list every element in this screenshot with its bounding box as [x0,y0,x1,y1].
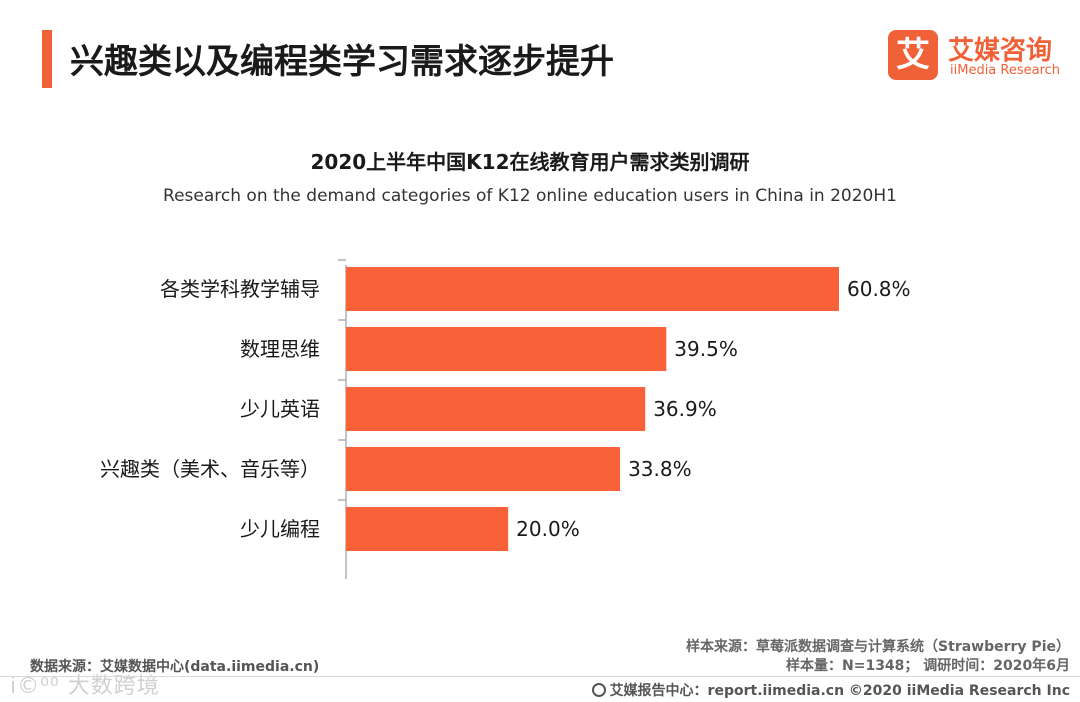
category-label: 兴趣类（美术、音乐等） [100,457,320,481]
page-title: 兴趣类以及编程类学习需求逐步提升 [70,42,614,82]
title-accent-bar [42,30,52,88]
iimedia-logo: 艾 艾媒咨询 iiMedia Research [888,30,1063,82]
bar [346,327,667,371]
report-center: 艾媒报告中心：report.iimedia.cn ©2020 iiMedia R… [591,680,1070,700]
data-source: 数据来源：艾媒数据中心(data.iimedia.cn) [30,659,320,675]
logo-mark-icon: 艾 [888,30,938,80]
data-label: 33.8% [628,457,692,481]
data-label: 20.0% [516,517,580,541]
bar [346,447,621,491]
data-label: 60.8% [847,277,911,301]
category-label: 少儿编程 [240,517,320,541]
sample-size: 样本量：N=1348； 调研时间：2020年6月 [786,658,1070,674]
data-label: 36.9% [653,397,717,421]
report-center-text: 艾媒报告中心：report.iimedia.cn ©2020 iiMedia R… [609,683,1070,699]
bar [346,507,509,551]
chart-subtitle: Research on the demand categories of K12… [163,186,897,206]
category-label: 少儿英语 [240,397,320,421]
category-label: 数理思维 [240,337,320,361]
category-label: 各类学科教学辅导 [160,277,320,301]
watermark: i©⁰⁰ 大数跨境 [10,674,160,699]
bar [346,267,839,311]
data-label: 39.5% [674,337,738,361]
bar [346,387,646,431]
footer-divider [0,676,1080,677]
globe-icon [591,683,606,697]
sample-source: 样本来源：草莓派数据调查与计算系统（Strawberry Pie） [686,639,1070,655]
bar-chart: 各类学科教学辅导 60.8% 数理思维 39.5% 少儿英语 36.9% 兴趣类（美术、音乐… [100,259,911,579]
logo-subtitle: iiMedia Research [950,63,1061,78]
chart-title: 2020上半年中国K12在线教育用户需求类别调研 [310,150,750,174]
logo-name: 艾媒咨询 [948,36,1053,66]
